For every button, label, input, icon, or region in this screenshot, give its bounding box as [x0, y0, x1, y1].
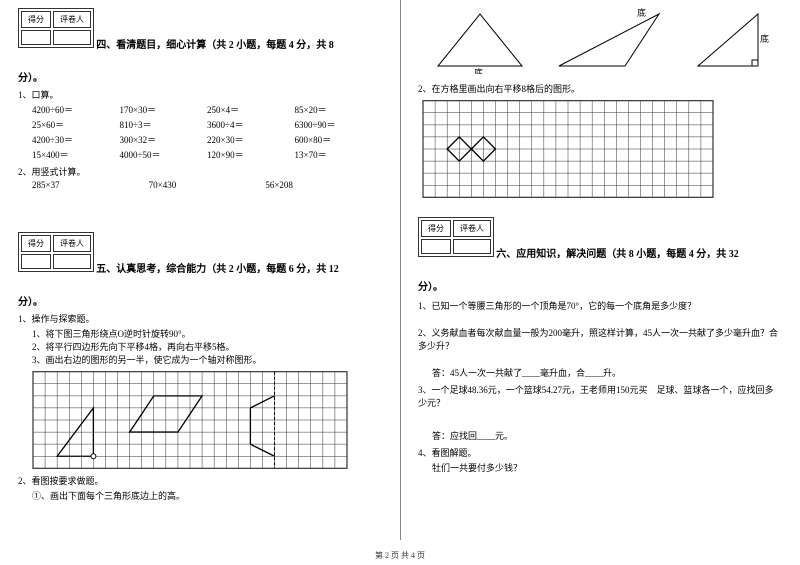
grader-label: 评卷人 — [53, 11, 91, 28]
score-box-6: 得分 评卷人 — [418, 217, 494, 257]
q4-1: 1、口算。 — [18, 88, 382, 101]
section-4-tail: 分）。 — [18, 73, 43, 84]
section-6-header: 得分 评卷人 六、应用知识，解决问题（共 8 小题，每题 4 分，共 32 — [418, 217, 782, 260]
section-5-tail: 分）。 — [18, 297, 43, 308]
base-label: 底 — [760, 33, 769, 44]
q5-1: 1、操作与探索题。 — [18, 312, 382, 325]
a6-2: 答：45人一次一共献了____毫升血，合____升。 — [432, 366, 782, 379]
section-5-header: 得分 评卷人 五、认真思考，综合能力（共 2 小题，每题 6 分，共 12 — [18, 232, 382, 275]
calc-cell: 70×430 — [149, 180, 266, 190]
grader-label: 评卷人 — [453, 220, 491, 237]
grid-figure-1 — [32, 370, 348, 470]
score-label: 得分 — [21, 235, 51, 252]
right-q2: 2、在方格里画出向右平移8格后的图形。 — [418, 82, 782, 95]
score-label: 得分 — [21, 11, 51, 28]
calc-cell: 120×90＝ — [207, 148, 295, 161]
triangle-2: 底 — [555, 8, 665, 74]
calc-cell: 170×30＝ — [120, 103, 208, 116]
calc-row: 25×60＝ 810÷3＝ 3600÷4＝ 6300÷90＝ — [32, 118, 382, 131]
calc-cell: 250×4＝ — [207, 103, 295, 116]
calc-cell: 56×208 — [265, 180, 382, 190]
calc-row: 285×37 70×430 56×208 — [32, 180, 382, 190]
q5-1-2: 2、将平行四边形先向下平移4格，再向右平移5格。 — [32, 340, 382, 353]
section-6-tail: 分）。 — [418, 282, 443, 293]
calc-cell: 810÷3＝ — [120, 118, 208, 131]
calc-cell: 25×60＝ — [32, 118, 120, 131]
q5-1-3: 3、画出右边的图形的另一半，使它成为一个轴对称图形。 — [32, 353, 382, 366]
q4-2: 2、用竖式计算。 — [18, 165, 382, 178]
triangle-1: 底 — [430, 8, 530, 74]
section-4-title: 四、看清题目，细心计算（共 2 小题，每题 4 分，共 8 — [96, 40, 334, 51]
base-label: 底 — [637, 8, 646, 18]
q5-2: 2、看图按要求做题。 — [18, 474, 382, 487]
q6-3: 3、一个足球48.36元，一个篮球54.27元，王老师用150元买 足球、篮球各… — [418, 383, 782, 409]
calc-cell: 300×32＝ — [120, 133, 208, 146]
calc-cell: 13×70＝ — [295, 148, 383, 161]
section-6-title: 六、应用知识，解决问题（共 8 小题，每题 4 分，共 32 — [496, 249, 739, 260]
calc-cell: 4200÷60＝ — [32, 103, 120, 116]
page-footer: 第 2 页 共 4 页 — [0, 550, 800, 561]
q5-2-1: ①、画出下面每个三角形底边上的高。 — [32, 489, 382, 502]
calc-cell: 85×20＝ — [295, 103, 383, 116]
q6-4: 4、看图解题。 — [418, 446, 782, 459]
grader-label: 评卷人 — [53, 235, 91, 252]
calc-cell: 285×37 — [32, 180, 149, 190]
triangle-3: 底 — [690, 8, 770, 74]
calc-cell: 15×400＝ — [32, 148, 120, 161]
calc-cell: 600×80＝ — [295, 133, 383, 146]
calc-cell: 3600÷4＝ — [207, 118, 295, 131]
calc-cell: 220×30＝ — [207, 133, 295, 146]
a6-3: 答：应找回____元。 — [432, 429, 782, 442]
calc-cell: 4200÷30＝ — [32, 133, 120, 146]
calc-cell: 6300÷90＝ — [295, 118, 383, 131]
triangle-row: 底 底 底 — [418, 8, 782, 74]
score-label: 得分 — [421, 220, 451, 237]
calc-cell: 4000÷50＝ — [120, 148, 208, 161]
calc-row: 4200÷30＝ 300×32＝ 220×30＝ 600×80＝ — [32, 133, 382, 146]
calc-row: 15×400＝ 4000÷50＝ 120×90＝ 13×70＝ — [32, 148, 382, 161]
section-5-title: 五、认真思考，综合能力（共 2 小题，每题 6 分，共 12 — [96, 264, 339, 275]
base-label: 底 — [474, 67, 483, 74]
calc-row: 4200÷60＝ 170×30＝ 250×4＝ 85×20＝ — [32, 103, 382, 116]
q6-4s: 牡们一共要付多少钱？ — [432, 461, 782, 474]
score-box-5: 得分 评卷人 — [18, 232, 94, 272]
q6-2: 2、义务献血者每次献血量一般为200毫升，照这样计算，45人一次一共献了多少毫升… — [418, 326, 782, 352]
grid-figure-2 — [422, 99, 714, 199]
score-box-4: 得分 评卷人 — [18, 8, 94, 48]
q5-1-1: 1、将下图三角形绕点O逆时针旋转90°。 — [32, 327, 382, 340]
q6-1: 1、已知一个等腰三角形的一个顶角是70°，它的每一个底角是多少度？ — [418, 299, 782, 312]
section-4-header: 得分 评卷人 四、看清题目，细心计算（共 2 小题，每题 4 分，共 8 — [18, 8, 382, 51]
